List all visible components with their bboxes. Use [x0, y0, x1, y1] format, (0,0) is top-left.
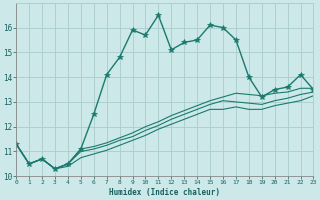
X-axis label: Humidex (Indice chaleur): Humidex (Indice chaleur) — [109, 188, 220, 197]
